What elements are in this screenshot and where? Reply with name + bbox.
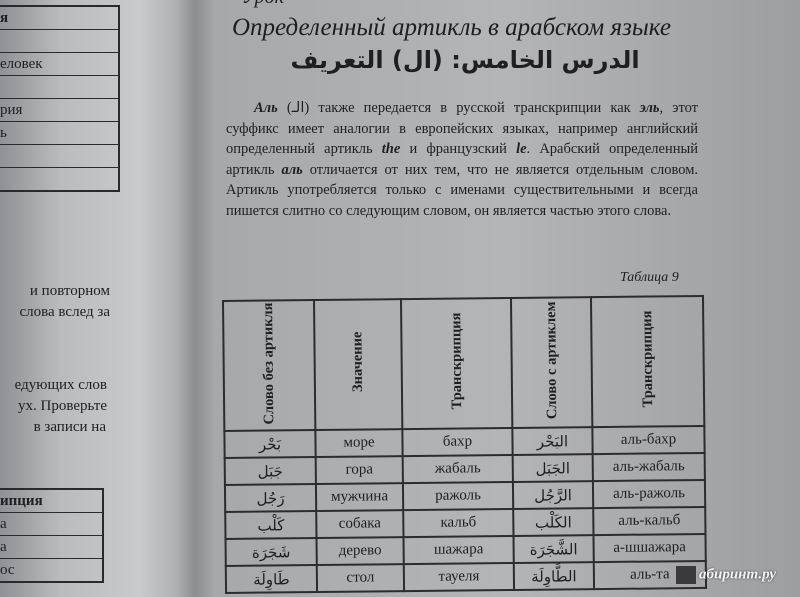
table-row: طَاوِلَة стол тауеля الطَّاوِلَة аль-та: [225, 560, 707, 593]
body-paragraph: Аль (الـ) также передается в русской тра…: [226, 98, 698, 222]
left-text-line: ух. Проверьте: [18, 398, 107, 414]
table-cell: الطَّاوِلَة: [513, 562, 595, 590]
table-cell: بَحْر: [224, 430, 316, 458]
table-cell: شَجَرَة: [225, 538, 317, 566]
table-cell: الشَّجَرَة: [513, 535, 594, 563]
table-row: а: [0, 535, 102, 558]
table-caption: Таблица 9: [620, 270, 679, 285]
table-cell: шажара: [403, 535, 514, 565]
table-cell: ражоль: [402, 481, 514, 511]
table-row: [0, 29, 118, 52]
header-text: Значение: [349, 331, 366, 393]
table-cell: собака: [316, 510, 404, 539]
header-text: Транскрипция: [447, 312, 465, 410]
watermark: абиринт.ру: [676, 566, 776, 584]
table-cell: аль-жабаль: [592, 452, 705, 482]
column-header: Транскрипция: [401, 297, 513, 430]
page-title: Определенный артикль в арабском языке: [232, 14, 671, 41]
text: также передается в русской транскрипции …: [309, 100, 640, 116]
column-header: Слово с артиклем: [510, 297, 593, 428]
table-row: еловек: [0, 52, 118, 75]
text: отличается от них тем, что не является о…: [226, 161, 698, 219]
bold-term: the: [381, 141, 401, 158]
table-row: [0, 167, 118, 190]
table-cell: тауеля: [403, 562, 515, 592]
table-cell: бахр: [402, 427, 513, 457]
left-page-table-top: я еловек рия ь: [0, 5, 120, 192]
left-text-line: слова вслед за: [19, 304, 111, 320]
watermark-logo-icon: [676, 566, 696, 584]
table-cell: аль-ражоль: [592, 479, 706, 509]
table-cell: الرَّجُل: [512, 481, 594, 509]
column-header: Значение: [314, 299, 403, 431]
table-row: ипция: [0, 493, 43, 509]
table-cell: дерево: [316, 537, 404, 566]
table-row: я: [0, 10, 9, 26]
table-cell: гора: [315, 456, 403, 485]
table-header-row: Слово без артикля Значение Транскрипция …: [223, 295, 705, 431]
table-cell: жабаль: [402, 454, 513, 484]
table-cell: аль-бахр: [592, 425, 705, 455]
table-cell: طَاوِلَة: [225, 565, 318, 593]
table-cell: الجَبَل: [512, 454, 593, 482]
table-row: [0, 144, 118, 167]
column-header: Транскрипция: [590, 295, 705, 428]
table-cell: الكَلْب: [513, 508, 594, 536]
table-row: ь: [0, 121, 118, 144]
column-header: Слово без артикля: [223, 300, 316, 431]
bold-term: Аль: [254, 100, 278, 116]
table-cell: كَلْب: [225, 511, 317, 539]
table-row: а: [0, 512, 102, 535]
table-cell: а-шшажара: [593, 533, 706, 563]
arabic-article: (الـ): [286, 100, 310, 116]
table-row: [0, 75, 118, 98]
bold-term: le: [516, 141, 527, 158]
table-cell: море: [315, 429, 403, 458]
table-cell: البَحْر: [512, 427, 593, 455]
table-cell: мужчина: [315, 483, 404, 512]
table-cell: رَجُل: [224, 484, 317, 512]
header-text: Слово без артикля: [260, 301, 278, 425]
table-cell: кальб: [403, 508, 514, 538]
text: и французский: [400, 141, 517, 158]
arabic-title: الدرس الخامس: (ال) التعريف: [290, 46, 640, 74]
lesson-label: Урок: [242, 0, 284, 9]
table-row: ос: [0, 558, 102, 581]
bold-term: аль: [281, 161, 303, 178]
left-text-line: в записи на: [33, 419, 106, 435]
text: . Арабский определенный артикль: [226, 141, 698, 178]
left-page-table-bottom: ипция а а ос: [0, 488, 104, 583]
table-cell: стол: [316, 564, 405, 593]
table-row: рия: [0, 98, 118, 121]
table-cell: جَبَل: [224, 457, 316, 485]
left-text-line: едующих слов: [14, 377, 107, 393]
text: , этот суффикс имеет аналогии в европейс…: [226, 100, 699, 158]
watermark-text: абиринт.ру: [699, 566, 777, 583]
article-table: Слово без артикля Значение Транскрипция …: [222, 295, 707, 594]
left-text-line: и повторном: [29, 283, 110, 299]
table-cell: аль-кальб: [593, 506, 706, 536]
header-text: Слово с артиклем: [542, 301, 560, 419]
bold-term: эль: [639, 100, 660, 116]
header-text: Транскрипция: [638, 310, 656, 408]
